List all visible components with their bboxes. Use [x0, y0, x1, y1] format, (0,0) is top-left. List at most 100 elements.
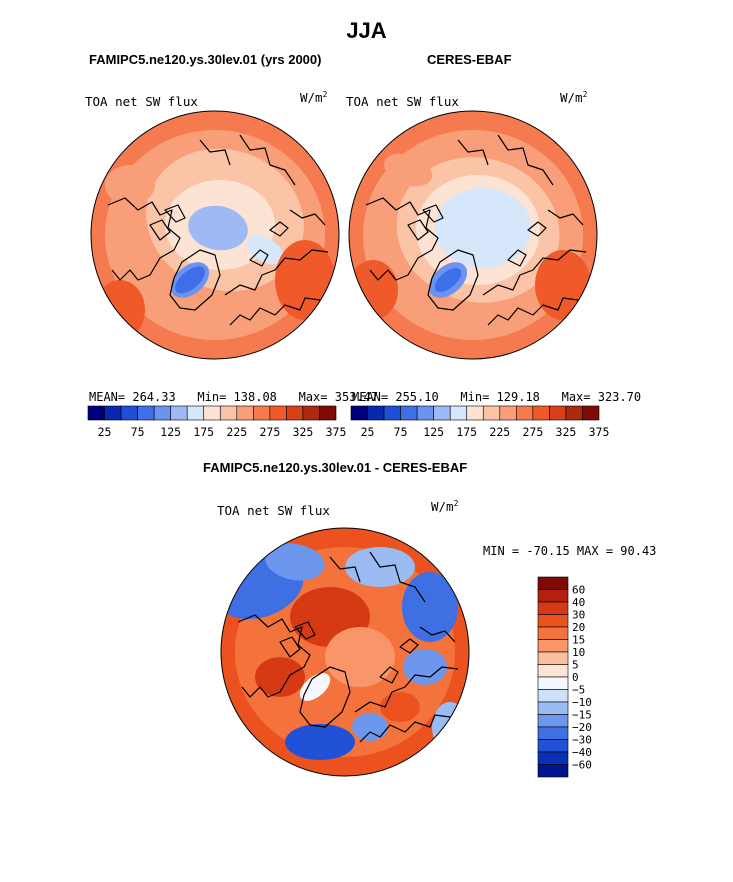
obs-title: CERES-EBAF — [427, 52, 512, 67]
coastline — [369, 551, 426, 603]
colorbar-tick-label: 225 — [489, 425, 510, 439]
model-polar-map — [90, 110, 340, 360]
field-contour-region — [105, 165, 155, 205]
colorbar-swatch — [482, 405, 501, 421]
colorbar-swatch — [537, 651, 569, 665]
field-contour-region — [230, 719, 270, 755]
colorbar-swatch — [286, 405, 304, 421]
field-contour-region — [255, 657, 305, 697]
diff-polar-map — [220, 527, 470, 777]
colorbar-swatch — [466, 405, 484, 421]
coastline — [329, 556, 361, 583]
colorbar-tick-label: 10 — [572, 646, 585, 659]
field-contour-region — [403, 649, 447, 685]
colorbar-swatch — [120, 405, 138, 421]
colorbar-swatch — [416, 405, 434, 421]
colorbar-tick-label: 25 — [361, 425, 375, 439]
field-contour-region — [246, 235, 284, 265]
colorbar-swatch — [137, 405, 155, 421]
coastline — [199, 139, 231, 166]
colorbar-swatch — [537, 589, 569, 603]
colorbar-swatch — [537, 614, 569, 628]
colorbar-swatch — [537, 639, 569, 653]
colorbar-swatch — [269, 405, 287, 421]
coastline — [507, 249, 527, 267]
colorbar-tick-label: 325 — [293, 425, 314, 439]
map-field — [91, 111, 339, 359]
coastline — [487, 297, 579, 326]
colorbar-swatch — [582, 405, 600, 421]
coastline — [294, 621, 316, 640]
coastline — [419, 626, 456, 643]
colorbar-swatch — [383, 405, 401, 421]
coastline — [249, 249, 269, 267]
coastline — [239, 134, 296, 186]
map-boundary — [220, 527, 470, 777]
colorbar-swatch — [537, 576, 569, 590]
colorbar-swatch — [549, 405, 567, 421]
colorbar-swatch — [203, 405, 221, 421]
field-contour-region — [535, 250, 591, 320]
colorbar-tick-label: 375 — [326, 425, 347, 439]
field-contour-region — [402, 572, 458, 642]
colorbar-swatch — [170, 405, 188, 421]
colorbar-tick-label: −15 — [572, 709, 592, 722]
colorbar-tick-label: 175 — [456, 425, 477, 439]
coastline — [547, 209, 584, 226]
diff-field-label: TOA net SW flux — [217, 503, 330, 518]
coastline — [269, 221, 289, 237]
map-field — [221, 528, 469, 776]
colorbar-swatch — [532, 405, 550, 421]
colorbar-swatch — [219, 405, 238, 421]
map-boundary — [90, 110, 340, 360]
field-contour-region — [383, 153, 433, 187]
colorbar-swatch — [516, 405, 534, 421]
field-contour-region — [265, 543, 325, 581]
colorbar-tick-label: 175 — [193, 425, 214, 439]
obs-unit: W/m2 — [560, 90, 588, 106]
coastline — [399, 638, 419, 654]
coastline — [169, 249, 221, 311]
colorbar-swatch — [537, 626, 569, 640]
colorbar-swatch — [537, 701, 569, 715]
coastline — [359, 714, 451, 743]
colorbar-tick-label: −60 — [572, 759, 592, 772]
colorbar-tick-label: 125 — [160, 425, 181, 439]
colorbar-swatch — [302, 405, 320, 421]
colorbar-swatch — [537, 601, 569, 615]
field-contour-region — [299, 673, 331, 701]
field-contour-region — [432, 702, 468, 752]
colorbar-tick-label: 125 — [423, 425, 444, 439]
obs-polar-map — [348, 110, 598, 360]
coastline — [482, 249, 587, 296]
colorbar-swatch — [537, 676, 569, 690]
coastline — [224, 249, 329, 296]
coastline — [365, 197, 439, 281]
colorbar-tick-label: 375 — [589, 425, 610, 439]
colorbar-swatch — [449, 405, 468, 421]
colorbar-tick-label: −10 — [572, 696, 592, 709]
colorbar-tick-label: 5 — [572, 659, 579, 672]
colorbar-swatch — [433, 405, 451, 421]
colorbar-swatch — [236, 405, 254, 421]
model-colorbar: 25 75 125 175 225 275 325 375 — [87, 405, 346, 439]
coastline — [427, 249, 479, 311]
colorbar-swatch — [537, 739, 569, 753]
colorbar-swatch — [319, 405, 337, 421]
page-title: JJA — [346, 18, 387, 43]
colorbar-tick-label: 0 — [572, 671, 579, 684]
colorbar-tick-label: 40 — [572, 596, 585, 609]
coastline — [354, 666, 459, 713]
colorbar-tick-label: −40 — [572, 746, 592, 759]
colorbar-tick-label: 325 — [556, 425, 577, 439]
model-title: FAMIPC5.ne120.ys.30lev.01 (yrs 2000) — [89, 52, 322, 67]
coastline — [149, 219, 171, 241]
colorbar-tick-label: −5 — [572, 684, 585, 697]
colorbar-tick-label: 225 — [226, 425, 247, 439]
coastline — [289, 209, 326, 226]
field-contour-region — [325, 627, 395, 687]
coastline — [527, 221, 547, 237]
colorbar-tick-label: 15 — [572, 634, 585, 647]
model-field-label: TOA net SW flux — [85, 94, 198, 109]
